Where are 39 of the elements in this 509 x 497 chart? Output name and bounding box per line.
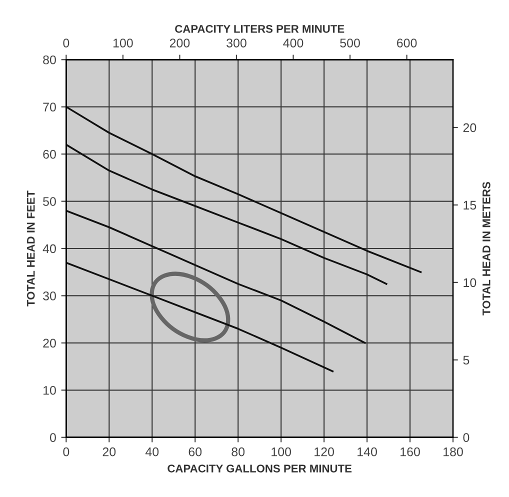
x-tick-label: 120 (314, 447, 334, 456)
y-axis-title: TOTAL HEAD IN FEET (26, 190, 35, 306)
x2-tick-label: 100 (113, 38, 133, 48)
x-tick-label: 140 (358, 447, 377, 456)
x2-tick-label: 0 (63, 38, 70, 48)
y2-tick-label: 5 (463, 356, 470, 365)
line-series (66, 106, 422, 274)
y-tick-label: 70 (43, 102, 56, 112)
y-tick-label: 60 (43, 150, 56, 159)
y2-tick-label: 15 (464, 200, 476, 210)
x-axis-title: CAPACITY GALLONS PER MINUTE (168, 464, 352, 472)
x2-axis-title: CAPACITY LITERS PER MINUTE (175, 24, 344, 33)
x2-tick-label: 400 (283, 38, 304, 48)
x-tick-label: 20 (102, 447, 116, 456)
line-series (66, 262, 334, 372)
x-tick-label: 60 (188, 447, 202, 456)
y-tick-label: 30 (43, 292, 56, 300)
y2-tick-label: 10 (464, 278, 476, 288)
x-tick-label: 180 (444, 447, 463, 456)
x2-tick-label: 200 (170, 38, 190, 48)
y-tick-label: 80 (43, 55, 56, 64)
y-tick-label: 50 (43, 197, 56, 206)
line-series (66, 210, 366, 344)
y-tick-label: 0 (50, 433, 56, 442)
y-tick-label: 10 (44, 386, 56, 395)
x2-tick-label: 600 (397, 38, 417, 48)
x2-tick-label: 500 (340, 38, 360, 48)
y2-tick-label: 20 (463, 123, 476, 132)
x2-tick-label: 300 (226, 38, 246, 48)
y2-axis-title: TOTAL HEAD IN METERS (482, 182, 490, 316)
x-tick-label: 0 (63, 447, 70, 456)
y-tick-label: 40 (42, 244, 56, 254)
x-tick-label: 160 (400, 447, 420, 456)
line-series (66, 144, 388, 285)
y2-tick-label: 0 (463, 433, 470, 442)
y-tick-label: 20 (43, 338, 56, 348)
x-tick-label: 40 (145, 447, 159, 456)
x-tick-label: 80 (232, 447, 245, 456)
x-tick-label: 100 (272, 447, 292, 456)
